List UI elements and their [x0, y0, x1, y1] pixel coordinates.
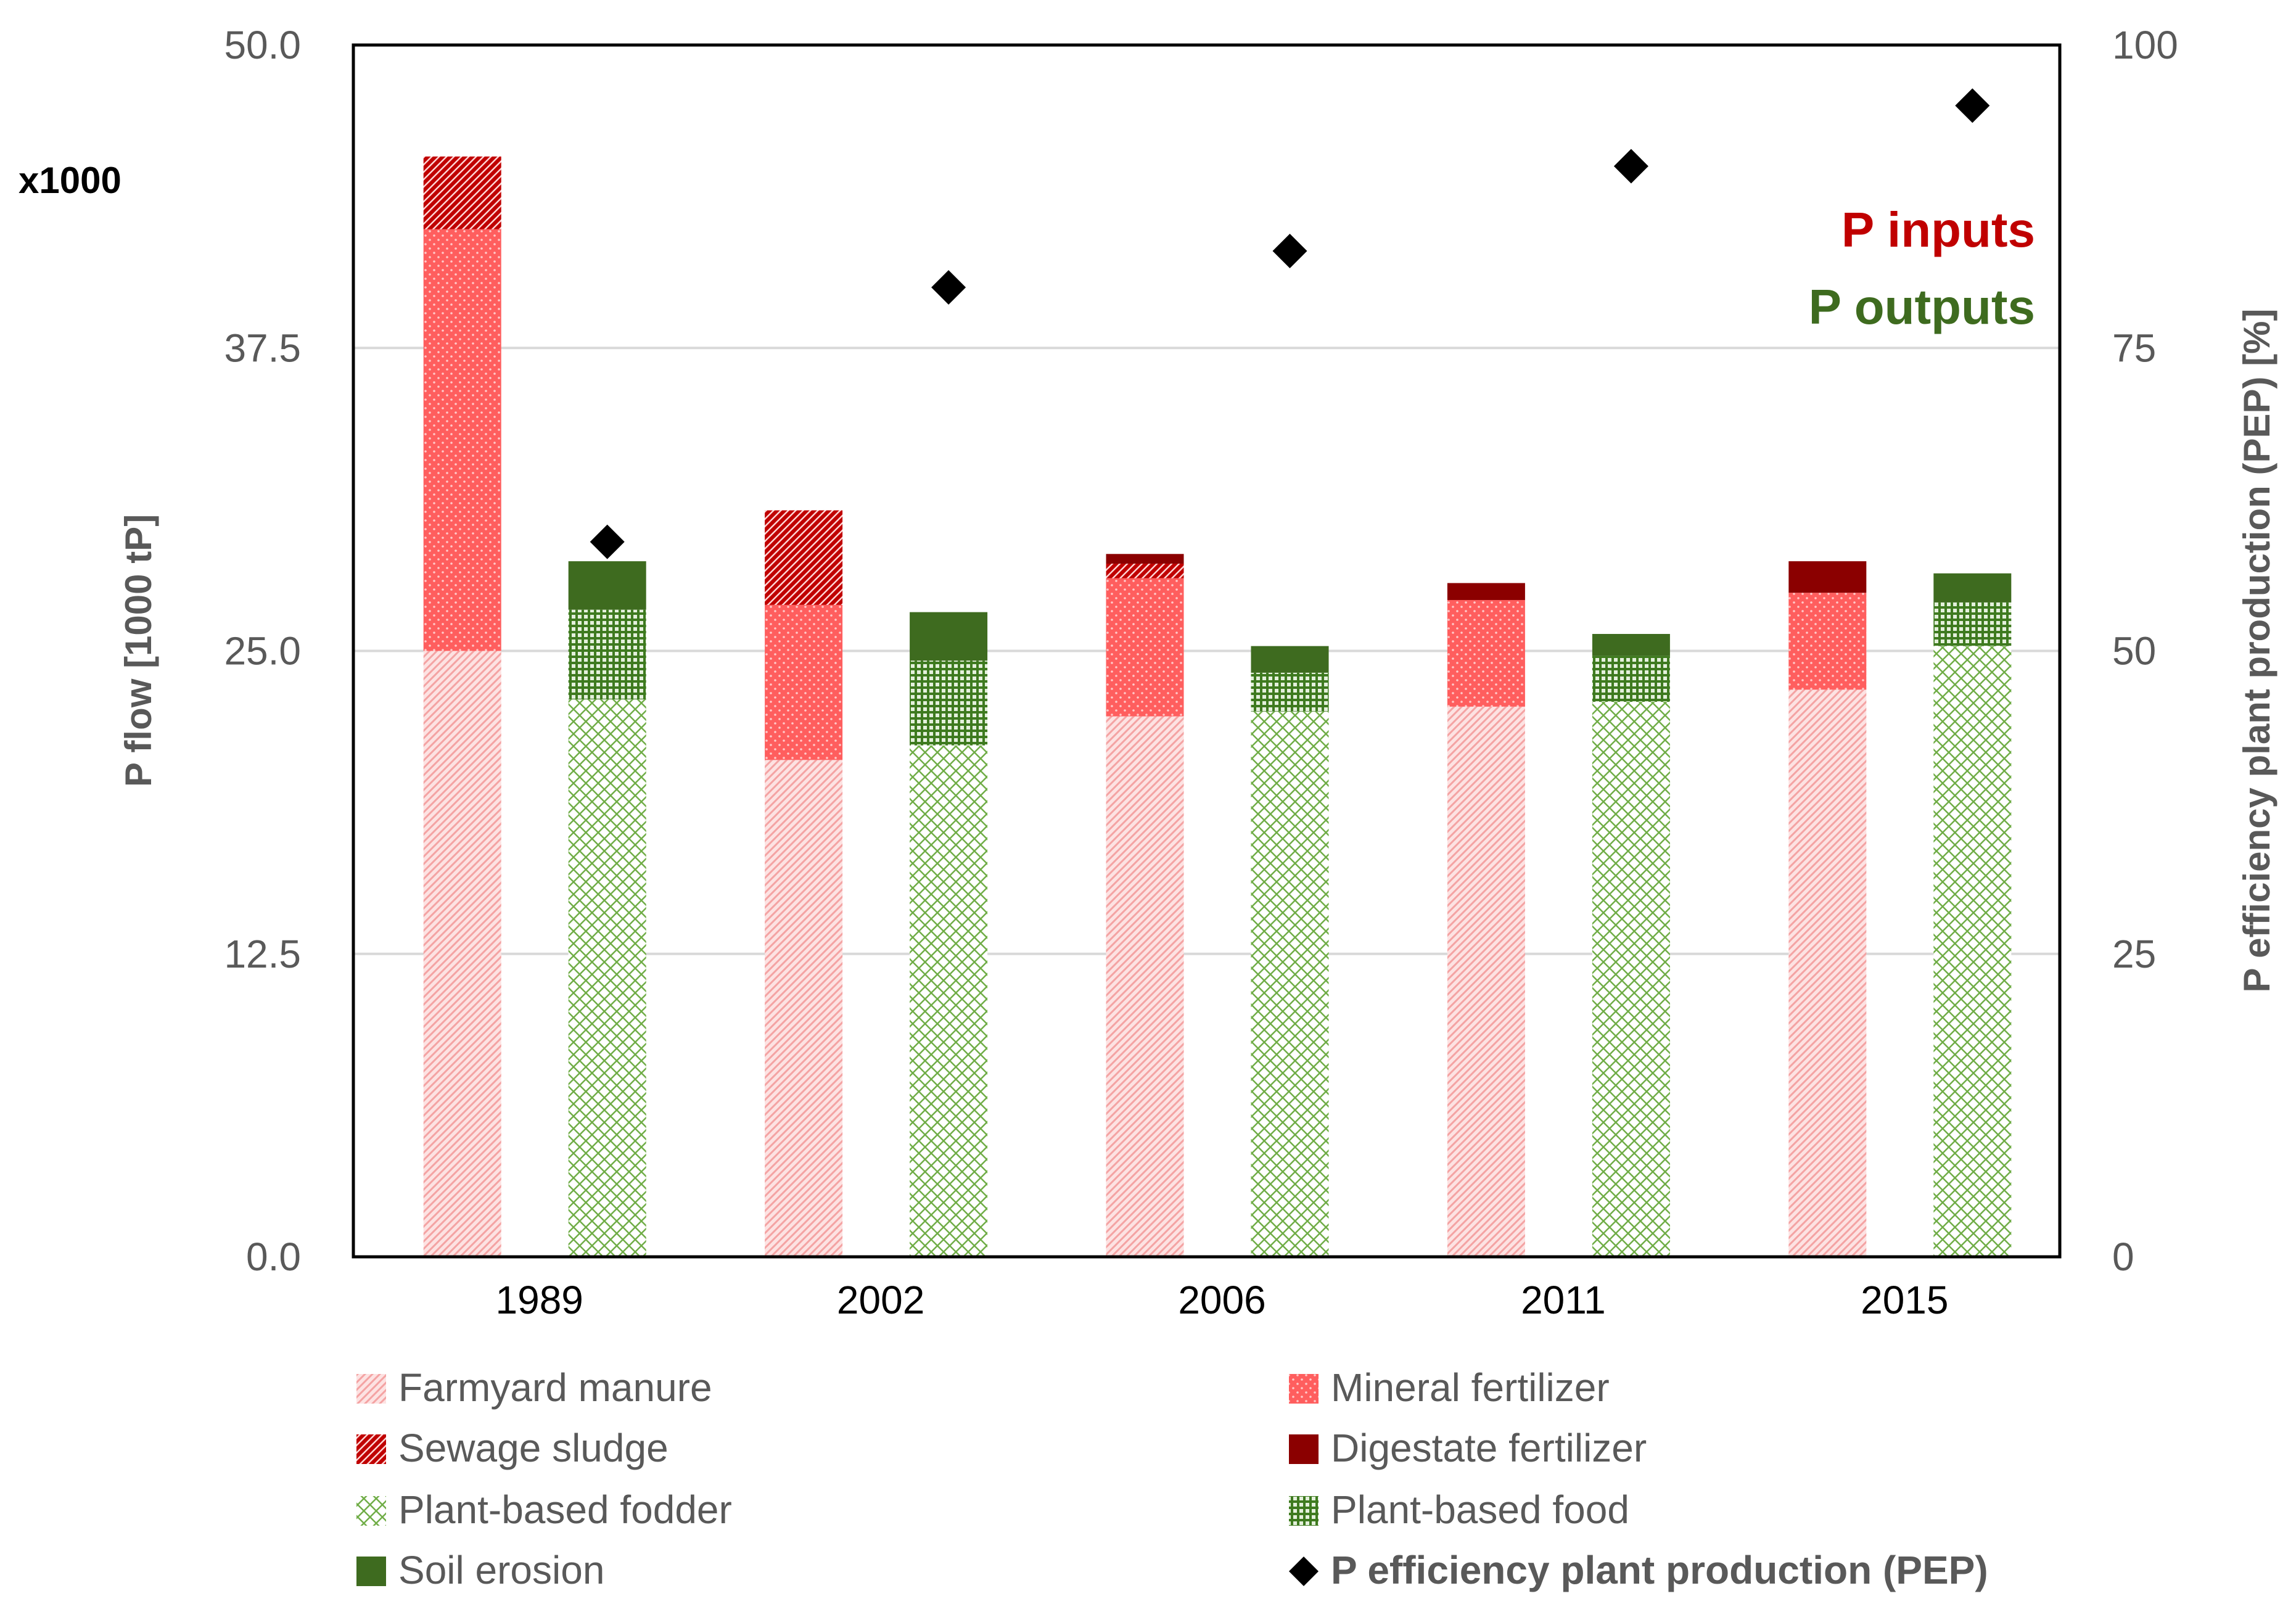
y2-axis-title: P efficiency plant production (PEP) [%]	[2236, 308, 2277, 992]
y2-axis-ticks: 0 25 50 75 100	[2112, 23, 2178, 1279]
bar-input-sewage-sludge	[765, 510, 843, 605]
bar-output-plant-based-food	[1933, 602, 2012, 646]
legend-label-farmyard-manure: Farmyard manure	[398, 1365, 712, 1410]
bar-output-plant-based-food	[1251, 672, 1329, 712]
bar-input-digestate-fertilizer	[1106, 554, 1184, 564]
outputs-annotation: P outputs	[1809, 279, 2035, 334]
legend-item-mineral-fertilizer: Mineral fertilizer	[1289, 1365, 1610, 1410]
x-tick-label: 2006	[1178, 1278, 1265, 1322]
y-tick-label: 37.5	[224, 326, 301, 370]
legend-label-plant-based-fodder: Plant-based fodder	[398, 1487, 732, 1532]
x-tick-label: 2011	[1521, 1278, 1606, 1322]
y2-tick-label: 50	[2112, 629, 2156, 673]
bar-output-soil-erosion	[1592, 633, 1670, 656]
pep-marker	[1613, 149, 1648, 184]
bar-output-plant-based-fodder	[1592, 702, 1670, 1257]
legend-swatch-plant-based-fodder	[356, 1496, 386, 1526]
legend-item-sewage-sludge: Sewage sludge	[356, 1426, 669, 1470]
legend-label-digestate-fertilizer: Digestate fertilizer	[1331, 1426, 1647, 1470]
legend-label-mineral-fertilizer: Mineral fertilizer	[1331, 1365, 1610, 1410]
bar-input-mineral-fertilizer	[765, 604, 843, 760]
x-tick-label: 1989	[496, 1278, 583, 1322]
pep-marker	[1955, 88, 1990, 123]
legend-item-pep: P efficiency plant production (PEP)	[1289, 1548, 1988, 1592]
bars	[423, 156, 2012, 1257]
bar-output-soil-erosion	[568, 561, 646, 610]
y2-tick-label: 0	[2112, 1235, 2134, 1279]
pep-marker	[590, 524, 625, 559]
legend-label-plant-based-food: Plant-based food	[1331, 1487, 1629, 1532]
bar-input-farmyard-manure	[423, 651, 501, 1257]
legend-swatch-farmyard-manure	[356, 1374, 386, 1404]
multiplier-label: x1000	[19, 160, 121, 201]
y-tick-label: 0.0	[246, 1235, 301, 1279]
y2-tick-label: 25	[2112, 932, 2156, 976]
y-tick-label: 50.0	[224, 23, 301, 67]
bar-output-plant-based-fodder	[1933, 646, 2012, 1257]
x-tick-label: 2015	[1861, 1278, 1948, 1322]
y-tick-label: 25.0	[224, 629, 301, 673]
bar-output-plant-based-food	[910, 660, 988, 746]
y2-tick-label: 100	[2112, 23, 2178, 67]
bar-input-farmyard-manure	[1106, 716, 1184, 1257]
bar-input-farmyard-manure	[1447, 706, 1525, 1257]
bar-output-plant-based-food	[1592, 656, 1670, 702]
bar-output-soil-erosion	[1933, 573, 2012, 603]
bar-output-soil-erosion	[1251, 646, 1329, 673]
bar-output-plant-based-fodder	[1251, 711, 1329, 1257]
y-tick-label: 12.5	[224, 932, 301, 976]
bar-input-digestate-fertilizer	[1788, 561, 1867, 593]
bar-output-plant-based-fodder	[910, 745, 988, 1257]
legend-item-plant-based-food: Plant-based food	[1289, 1487, 1629, 1532]
legend-label-pep: P efficiency plant production (PEP)	[1331, 1548, 1988, 1592]
legend-item-farmyard-manure: Farmyard manure	[356, 1365, 712, 1410]
y2-tick-label: 75	[2112, 326, 2156, 370]
bar-input-mineral-fertilizer	[423, 229, 501, 651]
bar-output-soil-erosion	[910, 612, 988, 661]
bar-input-mineral-fertilizer	[1447, 599, 1525, 707]
pep-marker	[931, 270, 966, 305]
legend-swatch-digestate-fertilizer	[1289, 1434, 1319, 1464]
legend-item-digestate-fertilizer: Digestate fertilizer	[1289, 1426, 1647, 1470]
legend-swatch-soil-erosion	[356, 1557, 386, 1586]
legend-swatch-sewage-sludge	[356, 1434, 386, 1464]
inputs-annotation: P inputs	[1841, 202, 2035, 257]
legend-swatch-mineral-fertilizer	[1289, 1374, 1319, 1404]
bar-input-mineral-fertilizer	[1106, 578, 1184, 717]
legend: Farmyard manure Mineral fertilizer Sewag…	[356, 1365, 1988, 1592]
y-axis-title: P flow [1000 tP]	[118, 514, 159, 787]
plot-border	[352, 43, 2062, 1259]
bar-input-digestate-fertilizer	[1447, 583, 1525, 600]
x-axis-ticks: 1989 2002 2006 2011 2015	[496, 1278, 1949, 1322]
bar-output-plant-based-food	[568, 609, 646, 700]
pep-marker	[1272, 234, 1307, 269]
y-axis-ticks: 0.0 12.5 25.0 37.5 50.0	[224, 23, 301, 1279]
bar-input-sewage-sludge	[423, 156, 501, 229]
bar-input-farmyard-manure	[765, 760, 843, 1257]
bar-input-sewage-sludge	[1106, 564, 1184, 578]
legend-swatch-plant-based-food	[1289, 1496, 1319, 1526]
x-tick-label: 2002	[837, 1278, 924, 1322]
bar-output-plant-based-fodder	[568, 699, 646, 1257]
legend-item-soil-erosion: Soil erosion	[356, 1548, 604, 1592]
bar-input-mineral-fertilizer	[1788, 593, 1867, 690]
bar-input-farmyard-manure	[1788, 689, 1867, 1257]
legend-label-sewage-sludge: Sewage sludge	[398, 1426, 669, 1470]
pep-markers	[590, 88, 1990, 559]
legend-item-plant-based-fodder: Plant-based fodder	[356, 1487, 732, 1532]
legend-diamond-icon	[1289, 1557, 1319, 1586]
legend-label-soil-erosion: Soil erosion	[398, 1548, 604, 1592]
